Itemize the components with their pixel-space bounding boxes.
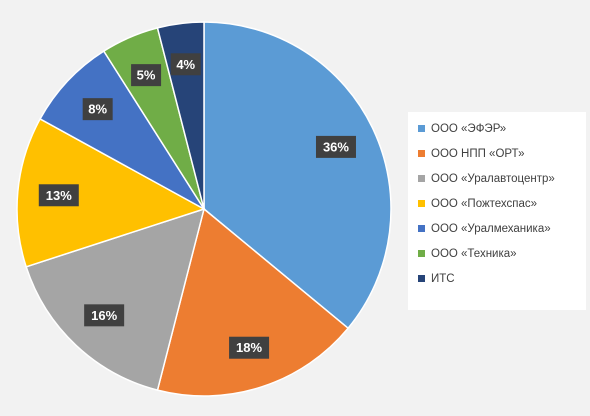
legend-label: ООО «Техника» (431, 247, 517, 260)
legend-label: ООО «Пожтехспас» (431, 197, 538, 210)
legend-swatch (418, 175, 425, 182)
data-label-box (170, 53, 201, 76)
data-label-text: 13% (46, 188, 72, 203)
data-label-2: 18% (229, 336, 270, 359)
data-label-box (315, 135, 356, 158)
data-label-text: 16% (91, 308, 117, 323)
data-label-3: 16% (84, 304, 125, 327)
pie-slice-1 (203, 21, 392, 330)
data-label-1: 36% (315, 135, 356, 158)
legend-label: ИТС (431, 272, 455, 285)
legend-swatch (418, 200, 425, 207)
data-label-6: 5% (131, 64, 162, 87)
legend: ООО «ЭФЭР» ООО НПП «ОРТ» ООО «Уралавтоцент… (408, 112, 586, 310)
data-label-text: 5% (137, 68, 156, 83)
legend-swatch (418, 125, 425, 132)
data-label-5: 8% (82, 98, 113, 121)
pie-slice-5 (39, 50, 205, 210)
legend-swatch (418, 275, 425, 282)
data-label-box (38, 184, 79, 207)
legend-label: ООО «ЭФЭР» (431, 122, 507, 135)
data-label-text: 36% (323, 139, 349, 154)
data-label-box (84, 304, 125, 327)
legend-label: ООО «Уралмеханика» (431, 222, 551, 235)
pie-slice-2 (156, 207, 350, 397)
data-label-box (131, 64, 162, 87)
legend-item-6: ООО «Техника» (418, 241, 586, 266)
legend-label: ООО «Уралавтоцентр» (431, 172, 555, 185)
legend-swatch (418, 150, 425, 157)
legend-item-5: ООО «Уралмеханика» (418, 216, 586, 241)
legend-label: ООО НПП «ОРТ» (431, 147, 525, 160)
legend-swatch (418, 225, 425, 232)
legend-item-7: ИТС (418, 266, 586, 291)
data-label-text: 8% (88, 102, 107, 117)
data-label-box (82, 98, 113, 121)
legend-item-3: ООО «Уралавтоцентр» (418, 166, 586, 191)
data-label-text: 4% (176, 57, 195, 72)
legend-item-1: ООО «ЭФЭР» (418, 116, 586, 141)
pie-slice-3 (25, 207, 206, 392)
legend-item-4: ООО «Пожтехспас» (418, 191, 586, 216)
data-label-4: 13% (38, 184, 79, 207)
pie-slice-4 (16, 117, 206, 268)
legend-swatch (418, 250, 425, 257)
legend-item-2: ООО НПП «ОРТ» (418, 141, 586, 166)
data-label-7: 4% (170, 53, 201, 76)
data-label-box (229, 336, 270, 359)
data-label-text: 18% (236, 340, 262, 355)
